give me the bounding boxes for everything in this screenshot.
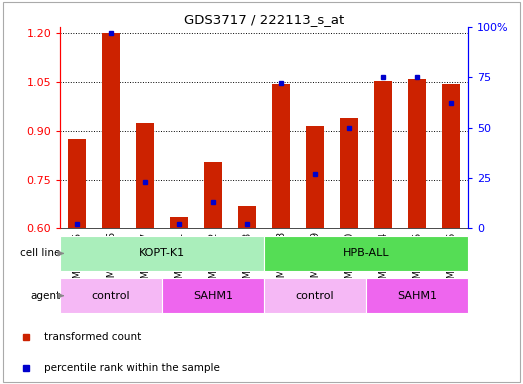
Text: agent: agent <box>30 291 60 301</box>
Bar <box>162 278 264 313</box>
Text: cell line: cell line <box>20 248 60 258</box>
Bar <box>60 278 162 313</box>
Bar <box>60 236 264 271</box>
Text: SAHM1: SAHM1 <box>193 291 233 301</box>
Text: HPB-ALL: HPB-ALL <box>343 248 390 258</box>
Bar <box>306 126 324 228</box>
Bar <box>238 206 256 228</box>
Text: KOPT-K1: KOPT-K1 <box>139 248 185 258</box>
Bar <box>272 84 290 228</box>
Title: GDS3717 / 222113_s_at: GDS3717 / 222113_s_at <box>184 13 344 26</box>
Bar <box>68 139 86 228</box>
Bar <box>204 162 222 228</box>
Bar <box>442 84 460 228</box>
Bar <box>374 81 392 228</box>
Bar <box>264 236 468 271</box>
Bar <box>136 123 154 228</box>
Bar <box>170 217 188 228</box>
Text: control: control <box>296 291 334 301</box>
Bar <box>340 118 358 228</box>
Text: transformed count: transformed count <box>43 332 141 342</box>
Bar <box>408 79 426 228</box>
Bar <box>366 278 468 313</box>
Bar <box>102 33 120 228</box>
Text: control: control <box>92 291 130 301</box>
Text: percentile rank within the sample: percentile rank within the sample <box>43 363 220 373</box>
Text: SAHM1: SAHM1 <box>397 291 437 301</box>
Bar <box>264 278 366 313</box>
